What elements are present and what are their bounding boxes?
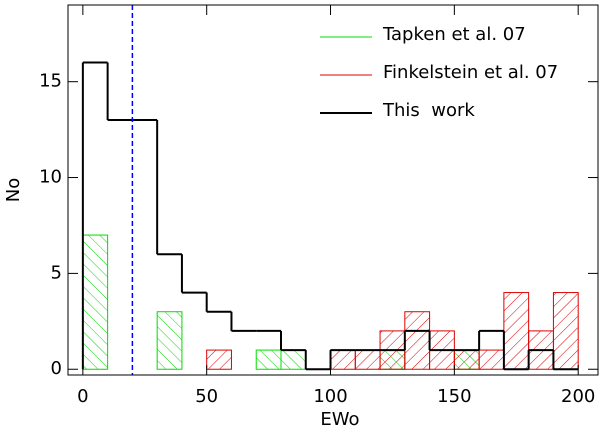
x-tick-label: 0 — [77, 386, 88, 407]
histogram-bar — [330, 349, 356, 370]
legend-label: This work — [382, 100, 475, 121]
histogram-bar — [478, 349, 505, 370]
y-tick-label: 5 — [51, 262, 62, 283]
histogram-bar — [280, 349, 307, 370]
histogram-bar — [552, 292, 579, 370]
x-axis-label: EWo — [320, 409, 359, 430]
histogram-bar — [156, 311, 183, 370]
histogram-bar — [503, 292, 530, 370]
y-tick-label: 15 — [39, 71, 62, 92]
plot-frame — [67, 4, 599, 376]
x-tick-label: 200 — [561, 386, 595, 407]
histogram-bar — [404, 311, 431, 370]
histogram-bar — [453, 349, 480, 370]
legend-label: Finkelstein et al. 07 — [383, 62, 558, 83]
histogram-bar — [206, 349, 232, 370]
histogram-bar — [354, 349, 381, 370]
y-tick-label: 10 — [39, 167, 62, 188]
x-tick-label: 100 — [313, 386, 347, 407]
x-tick-label: 150 — [437, 386, 471, 407]
y-axis-label: No — [3, 178, 24, 202]
x-tick-label: 50 — [195, 386, 218, 407]
y-tick-label: 0 — [51, 358, 62, 379]
legend-label: Tapken et al. 07 — [382, 24, 526, 45]
histogram-bar — [255, 349, 282, 370]
histogram-bar — [82, 234, 109, 370]
